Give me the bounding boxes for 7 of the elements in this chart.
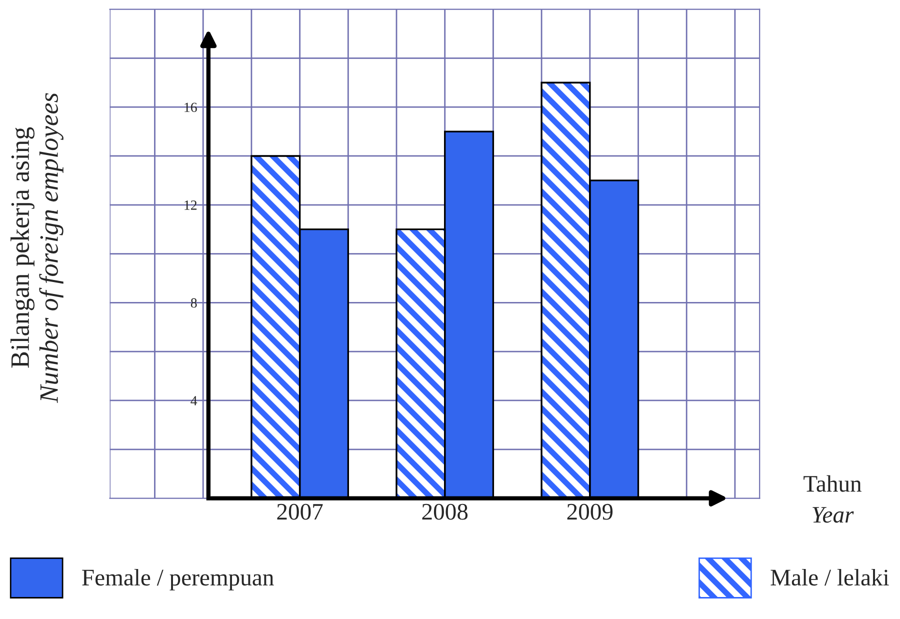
x-tick-label: 2009 bbox=[567, 504, 613, 520]
legend-label: Female / perempuan bbox=[82, 568, 274, 590]
x-tick-label: 2007 bbox=[277, 504, 323, 520]
x-tick-label: 2008 bbox=[422, 504, 468, 520]
legend-label: Male / lelaki bbox=[770, 568, 889, 586]
x-axis-title: Tahun Year bbox=[804, 475, 862, 523]
y-axis-title: Bilangan pekerja asing Number of foreign employees bbox=[10, 93, 64, 404]
